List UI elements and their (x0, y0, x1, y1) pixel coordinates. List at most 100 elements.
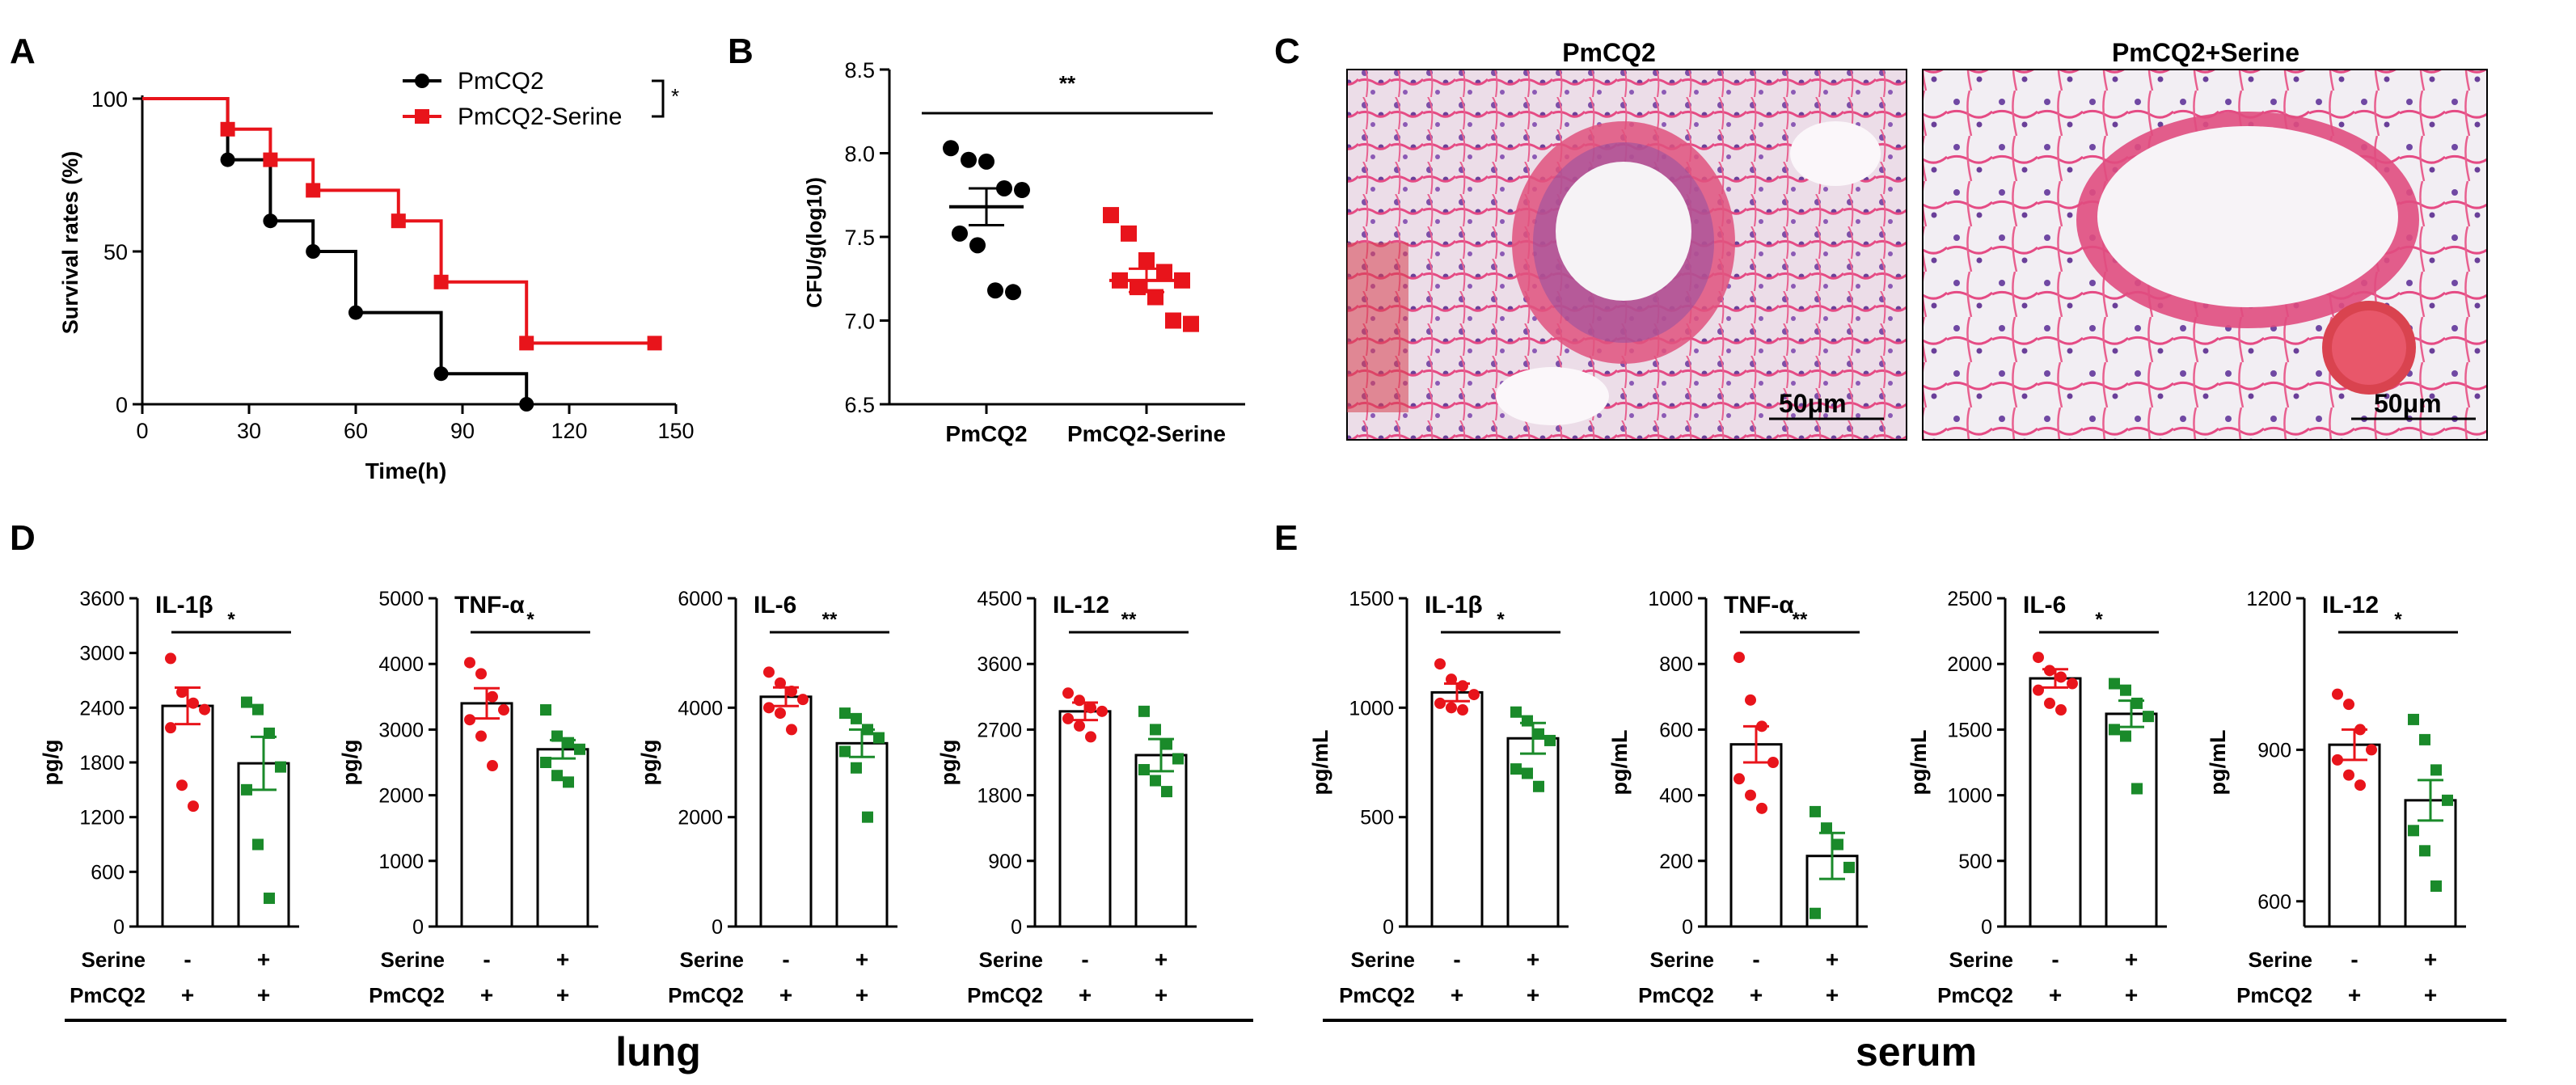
serum-point-serine (1510, 763, 1522, 775)
lung-point-control (1062, 687, 1074, 699)
serum-serine-mark: - (1752, 947, 1759, 972)
serum-y-tick-label: 0 (1682, 916, 1693, 939)
serum-significance: * (2095, 609, 2103, 631)
serum-row-label-serine: Serine (1351, 948, 1416, 972)
serum-y-tick-label: 200 (1659, 851, 1693, 873)
histology-title-pmcq2-serine: PmCQ2+Serine (2112, 38, 2299, 67)
serum-point-control (2343, 769, 2354, 781)
lung-point-control (487, 760, 498, 772)
lung-serine-mark: + (556, 947, 569, 972)
serum-chart-2: pg/mL 0 500 1000 1500 2000 2500 IL-6 * - + + + Serine… (1907, 588, 2167, 1007)
serum-point-serine (2430, 880, 2442, 893)
histology-image-pmcq2: 50μm (1346, 69, 1907, 441)
cfu-point-pmcq2 (952, 225, 968, 242)
lung-point-serine (264, 727, 275, 739)
lung-point-serine (264, 893, 275, 905)
cfu-point-pmcq2 (969, 237, 986, 254)
panel-a-x-tick-label: 120 (551, 419, 587, 443)
legend-label-pmcq2: PmCQ2 (458, 68, 544, 95)
lung-point-control (1062, 712, 1074, 724)
lung-y-tick-label: 1000 (378, 851, 424, 873)
lung-point-serine (574, 743, 585, 755)
serum-point-control (2332, 754, 2343, 766)
lung-pmcq2-mark: + (1155, 982, 1168, 1007)
lung-bar-serine (835, 741, 889, 928)
serum-row-label-serine: Serine (2249, 948, 2313, 972)
lung-row-label-serine: Serine (82, 948, 146, 972)
survival-marker-pmcq2 (220, 152, 235, 167)
serum-y-tick-label: 500 (1360, 807, 1394, 830)
survival-line-pmcq2 (142, 97, 529, 404)
serum-point-serine (1821, 822, 1832, 834)
cfu-point-pmcq2-serine (1165, 312, 1181, 329)
lung-y-tick-label: 3000 (79, 643, 125, 665)
lung-chart-3: pg/g 0 900 1800 2700 3600 4500 IL-12 ** - + + + Serin… (936, 588, 1197, 1007)
legend-significance-bracket (652, 79, 665, 118)
lung-point-control (188, 697, 199, 709)
lung-bar-control (161, 704, 214, 928)
lung-pmcq2-mark: + (257, 982, 270, 1007)
lung-point-serine (1161, 786, 1172, 798)
serum-point-control (1468, 689, 1480, 701)
serum-point-control (1745, 694, 1756, 706)
survival-marker-pmcq2 (348, 305, 363, 320)
serum-y-tick-label: 1200 (2246, 588, 2291, 610)
lung-row-label-pmcq2: PmCQ2 (668, 983, 744, 1007)
serum-y-tick-label: 600 (1659, 719, 1693, 741)
lung-pmcq2-mark: + (1079, 982, 1092, 1007)
lung-y-tick-label: 6000 (678, 588, 723, 610)
lung-chart-title: IL-12 (1053, 592, 1109, 618)
serum-serine-mark: + (2125, 947, 2138, 972)
serum-point-serine (2120, 730, 2131, 742)
lung-row-label-pmcq2: PmCQ2 (369, 983, 445, 1007)
lung-point-control (487, 690, 498, 703)
serum-y-tick-label: 1000 (1648, 588, 1693, 610)
lung-point-serine (862, 811, 873, 823)
panel-b-y-tick-label: 7.5 (844, 226, 875, 250)
lung-y-tick-label: 4000 (678, 697, 723, 720)
lung-y-tick-label: 3000 (378, 719, 424, 741)
lung-significance: * (227, 609, 235, 631)
serum-significance: * (2394, 609, 2402, 631)
serum-point-control (1446, 702, 1457, 714)
panel-label-D: D (10, 518, 36, 558)
lung-y-tick-label: 0 (113, 916, 125, 939)
panel-c-histology: PmCQ2 PmCQ2+Serine 50μm 50μm (1346, 38, 2488, 441)
serum-row-label-pmcq2: PmCQ2 (1937, 983, 2013, 1007)
lung-point-serine (563, 737, 574, 749)
lung-point-control (1085, 702, 1096, 714)
panel-a-ylabel: Survival rates (%) (58, 151, 82, 335)
serum-row-label-pmcq2: PmCQ2 (2236, 983, 2312, 1007)
cfu-point-pmcq2 (943, 140, 959, 157)
serum-pmcq2-mark: + (2348, 982, 2361, 1007)
serum-serine-mark: - (2350, 947, 2358, 972)
serum-y-tick-label: 600 (2257, 891, 2291, 914)
lung-y-tick-label: 0 (412, 916, 424, 939)
serum-chart-1: pg/mL 0 200 400 600 800 1000 TNF-α** - + + + Serine P… (1607, 588, 1868, 1007)
panel-b-significance: ** (1059, 71, 1076, 95)
serum-y-tick-label: 1000 (1349, 697, 1394, 720)
serum-ylabel: pg/mL (1308, 730, 1332, 796)
serum-y-tick-label: 800 (1659, 653, 1693, 676)
lung-point-control (165, 722, 176, 734)
serum-point-serine (2120, 684, 2131, 696)
serum-y-tick-label: 2500 (1947, 588, 1992, 610)
serum-point-serine (2143, 711, 2154, 723)
serum-serine-mark: - (1453, 947, 1460, 972)
serum-point-control (2033, 684, 2044, 696)
lung-serine-mark: - (483, 947, 490, 972)
lung-point-control (1074, 694, 1085, 707)
lung-point-serine (873, 732, 885, 744)
serum-chart-title: IL-6 (2023, 592, 2066, 618)
lung-point-control (1074, 720, 1085, 732)
serum-point-control (2067, 678, 2078, 690)
panel-a-x-tick-label: 150 (657, 419, 694, 443)
serum-chart-title: IL-1β (1425, 592, 1483, 618)
serum-y-tick-label: 0 (1981, 916, 1992, 939)
serum-pmcq2-mark: + (2424, 982, 2437, 1007)
lung-point-serine (252, 838, 264, 851)
lung-y-tick-label: 0 (712, 916, 723, 939)
serum-point-serine (2442, 794, 2453, 806)
panel-a-xlabel: Time(h) (365, 458, 447, 483)
